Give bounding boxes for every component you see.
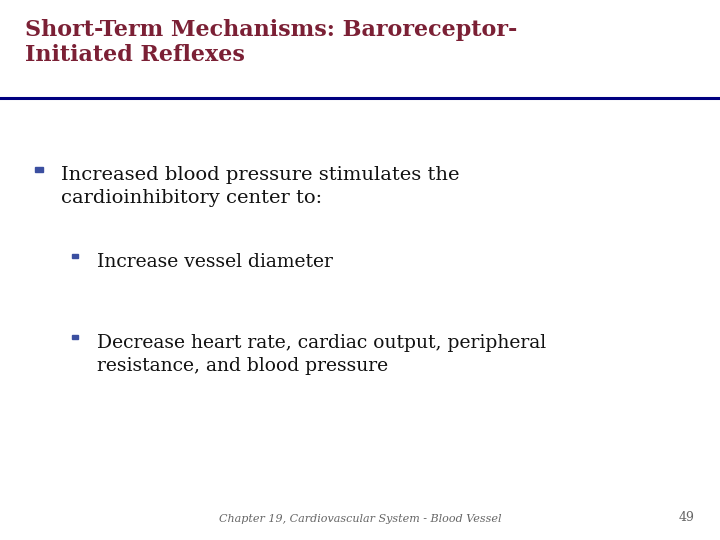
FancyBboxPatch shape	[35, 167, 42, 172]
FancyBboxPatch shape	[72, 335, 78, 340]
Text: Increased blood pressure stimulates the
cardioinhibitory center to:: Increased blood pressure stimulates the …	[61, 166, 459, 207]
FancyBboxPatch shape	[72, 254, 78, 258]
Text: Increase vessel diameter: Increase vessel diameter	[97, 253, 333, 271]
Text: 49: 49	[679, 511, 695, 524]
Text: Decrease heart rate, cardiac output, peripheral
resistance, and blood pressure: Decrease heart rate, cardiac output, per…	[97, 334, 546, 375]
Text: Chapter 19, Cardiovascular System - Blood Vessel: Chapter 19, Cardiovascular System - Bloo…	[219, 514, 501, 524]
Text: Short-Term Mechanisms: Baroreceptor-
Initiated Reflexes: Short-Term Mechanisms: Baroreceptor- Ini…	[25, 19, 518, 66]
